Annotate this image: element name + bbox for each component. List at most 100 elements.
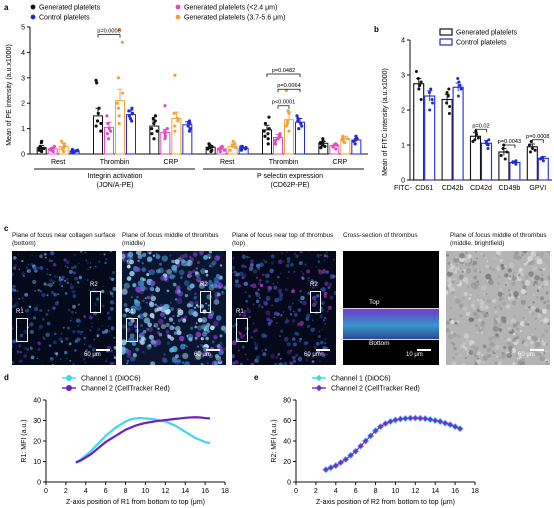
texture-speck (538, 286, 541, 289)
x-tick-label: 14 (431, 488, 439, 495)
legend-marker-control (30, 14, 36, 20)
texture-speck (492, 298, 497, 303)
texture-speck (239, 334, 245, 339)
data-point (321, 139, 325, 143)
texture-speck (75, 318, 80, 323)
data-point (274, 138, 278, 142)
texture-speck (248, 256, 251, 259)
texture-speck (469, 265, 473, 269)
texture-speck (181, 361, 185, 364)
texture-speck (73, 265, 78, 269)
texture-speck (284, 321, 288, 324)
texture-speck (476, 280, 479, 283)
data-point (115, 101, 120, 105)
series-marker (432, 417, 438, 424)
texture-speck (495, 333, 499, 337)
texture-speck (214, 345, 217, 348)
series-marker (358, 443, 364, 449)
series-marker (442, 420, 448, 426)
texture-speck (476, 351, 481, 356)
texture-speck (289, 361, 294, 365)
texture-speck (499, 306, 503, 310)
texture-speck (306, 269, 311, 274)
texture-speck (16, 350, 20, 354)
texture-speck (465, 257, 472, 263)
legend-label-b-control: Control platelets (456, 40, 507, 47)
texture-speck (465, 311, 471, 317)
x-tick-label: CRP (163, 159, 178, 166)
texture-speck (317, 335, 321, 339)
texture-speck (142, 350, 145, 354)
texture-speck (142, 299, 145, 303)
texture-speck (333, 290, 336, 296)
y-tick-label: 20 (33, 439, 41, 446)
y-tick-label: 40 (33, 398, 41, 405)
data-point (318, 140, 322, 145)
texture-speck (321, 352, 326, 358)
texture-speck (453, 256, 460, 263)
texture-speck (86, 340, 88, 343)
texture-speck (205, 302, 208, 305)
texture-speck (515, 354, 520, 359)
texture-speck (169, 254, 172, 257)
texture-speck (276, 322, 278, 324)
texture-speck (312, 286, 315, 289)
texture-speck (308, 251, 311, 253)
series-marker (372, 428, 379, 434)
texture-speck (195, 267, 199, 270)
texture-speck (32, 265, 37, 270)
texture-speck (127, 251, 134, 258)
texture-speck (466, 339, 468, 342)
data-point (285, 121, 289, 126)
texture-speck (473, 312, 477, 316)
texture-speck (195, 304, 199, 307)
texture-speck (270, 353, 275, 359)
texture-speck (495, 329, 499, 332)
texture-speck (267, 288, 271, 293)
series-line (75, 416, 211, 464)
texture-speck (246, 307, 249, 310)
texture-speck (34, 290, 37, 292)
texture-speck (254, 291, 259, 295)
texture-speck (540, 351, 545, 355)
texture-speck (530, 311, 535, 316)
texture-speck (194, 325, 198, 329)
texture-speck (478, 270, 482, 274)
texture-speck (274, 297, 280, 303)
texture-speck (491, 300, 494, 303)
texture-speck (179, 254, 185, 260)
texture-speck (126, 264, 131, 269)
data-point (456, 77, 460, 80)
texture-speck (31, 254, 33, 256)
x-tick-label: 2 (314, 488, 318, 495)
texture-speck (482, 292, 486, 296)
texture-speck (255, 299, 260, 304)
texture-speck (255, 263, 261, 268)
texture-speck (200, 280, 208, 287)
texture-speck (327, 286, 331, 290)
panel-b-xlead: FITC- (394, 185, 413, 192)
texture-speck (31, 279, 37, 285)
texture-speck (463, 291, 468, 297)
texture-speck (287, 270, 290, 273)
texture-speck (511, 281, 516, 287)
texture-speck (207, 307, 210, 310)
texture-speck (70, 319, 72, 322)
texture-speck (462, 277, 468, 283)
texture-speck (318, 330, 321, 333)
data-point (152, 137, 156, 141)
data-point (428, 108, 432, 112)
texture-speck (137, 259, 140, 263)
texture-speck (29, 346, 32, 349)
texture-speck (223, 285, 226, 290)
texture-speck (320, 254, 322, 256)
texture-speck (111, 277, 115, 282)
texture-speck (544, 328, 549, 333)
texture-speck (155, 254, 161, 260)
texture-speck (29, 347, 33, 350)
texture-speck (186, 334, 189, 337)
texture-speck (261, 333, 266, 338)
panel-c-letter: c (4, 224, 9, 233)
micro-caption-middle: Plane of focus middle of thrombus (middl… (122, 232, 219, 247)
texture-speck (33, 306, 39, 312)
